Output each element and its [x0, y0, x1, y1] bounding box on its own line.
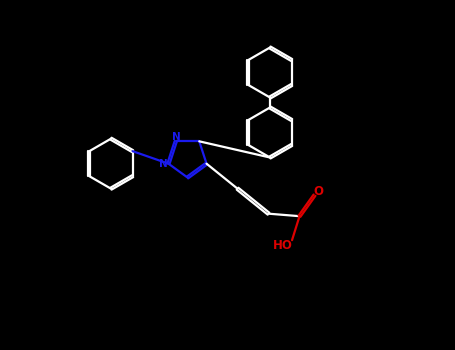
Text: HO: HO	[273, 239, 293, 252]
Text: N: N	[159, 159, 168, 169]
Text: N: N	[172, 132, 181, 142]
Text: O: O	[313, 185, 323, 198]
